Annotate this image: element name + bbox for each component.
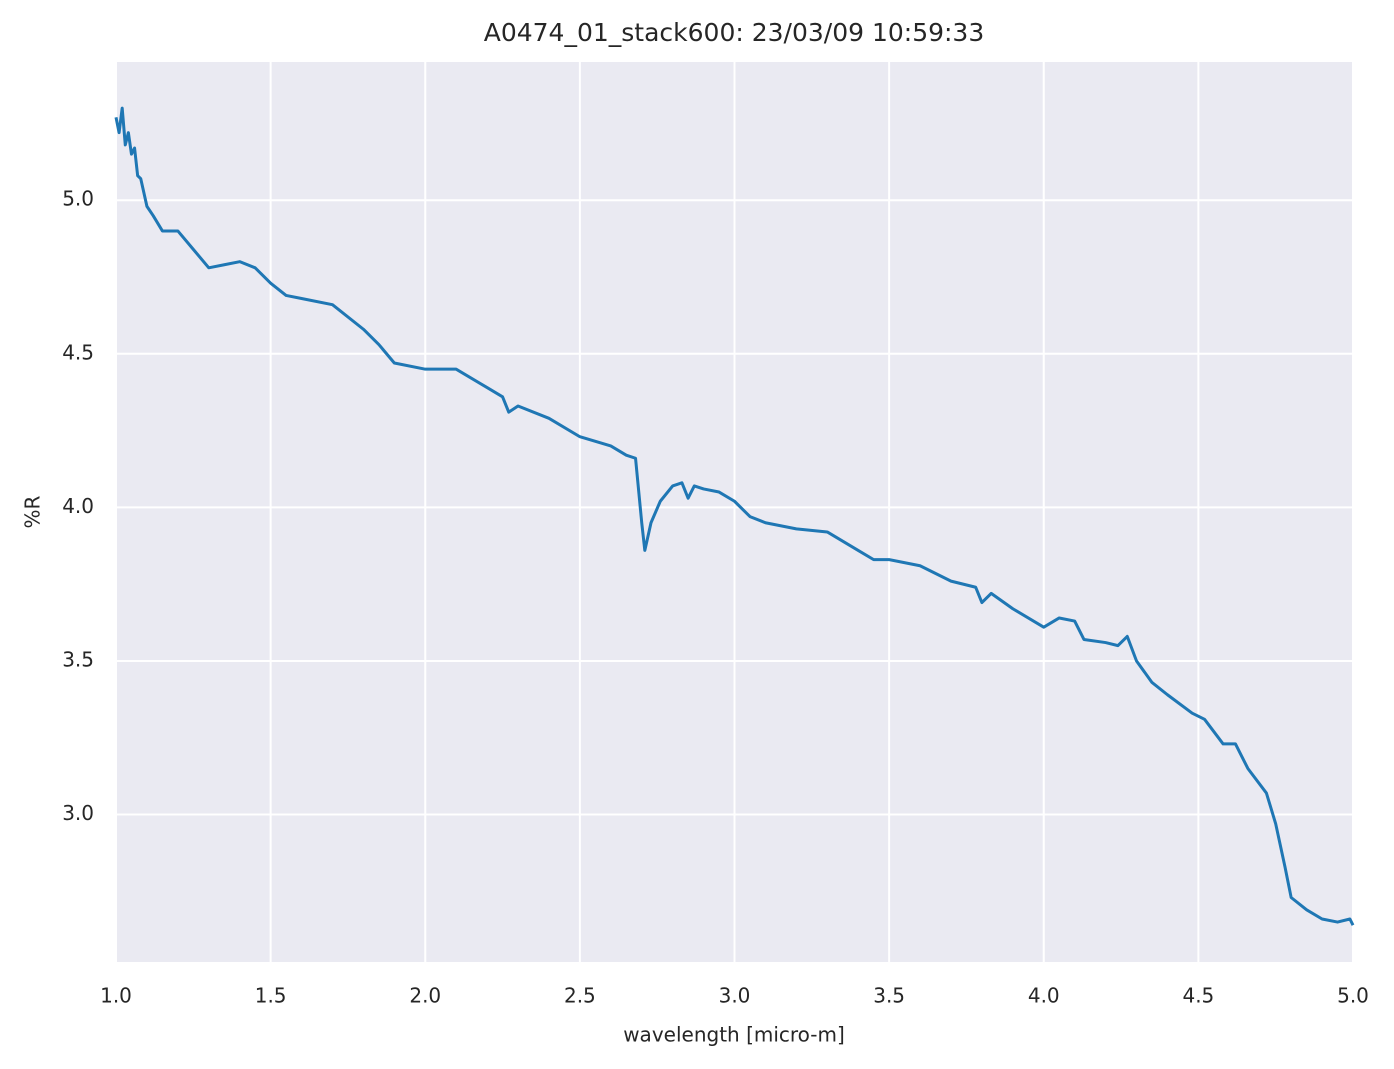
x-tick-label: 2.5 [564, 984, 596, 1008]
data-line [114, 106, 1355, 926]
x-tick-label: 4.5 [1182, 984, 1214, 1008]
y-tick-label: 4.5 [62, 340, 94, 364]
x-tick-label: 1.5 [255, 984, 287, 1008]
x-tick-label: 5.0 [1337, 984, 1369, 1008]
x-tick-label: 1.0 [100, 984, 132, 1008]
y-tick-label: 5.0 [62, 187, 94, 211]
y-tick-label: 4.0 [62, 494, 94, 518]
x-tick-label: 4.0 [1028, 984, 1060, 1008]
y-tick-label: 3.5 [62, 647, 94, 671]
x-axis-label: wavelength [micro-m] [623, 1023, 845, 1047]
y-axis-label: %R [21, 495, 45, 528]
x-tick-label: 3.5 [873, 984, 905, 1008]
y-tick-label: 3.0 [62, 801, 94, 825]
x-tick-label: 2.0 [409, 984, 441, 1008]
chart-title: A0474_01_stack600: 23/03/09 10:59:33 [484, 18, 985, 47]
x-tick-label: 3.0 [719, 984, 751, 1008]
